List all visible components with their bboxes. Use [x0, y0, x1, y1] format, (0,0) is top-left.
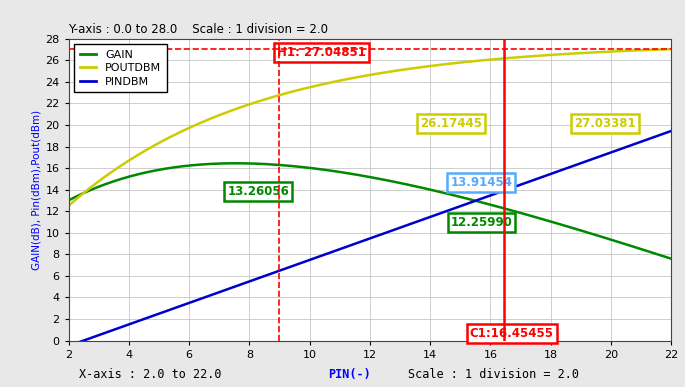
Text: 27.03381: 27.03381 — [574, 117, 636, 130]
Legend: GAIN, POUTDBM, PINDBM: GAIN, POUTDBM, PINDBM — [74, 44, 167, 92]
Text: C1:16.45455: C1:16.45455 — [469, 327, 553, 341]
Text: 13.91454: 13.91454 — [451, 176, 512, 188]
Text: Y-axis : 0.0 to 28.0    Scale : 1 division = 2.0: Y-axis : 0.0 to 28.0 Scale : 1 division … — [68, 23, 329, 36]
Text: PIN(-): PIN(-) — [328, 368, 371, 381]
Text: 12.25990: 12.25990 — [451, 216, 512, 229]
Text: Scale : 1 division = 2.0: Scale : 1 division = 2.0 — [408, 368, 579, 381]
Y-axis label: GAIN(dB), Pin(dBm),Pout(dBm): GAIN(dB), Pin(dBm),Pout(dBm) — [31, 110, 41, 270]
Text: H1: 27.04851: H1: 27.04851 — [277, 46, 366, 59]
Text: 13.26056: 13.26056 — [227, 185, 289, 198]
Text: X-axis : 2.0 to 22.0: X-axis : 2.0 to 22.0 — [79, 368, 222, 381]
Text: 26.17445: 26.17445 — [421, 117, 482, 130]
